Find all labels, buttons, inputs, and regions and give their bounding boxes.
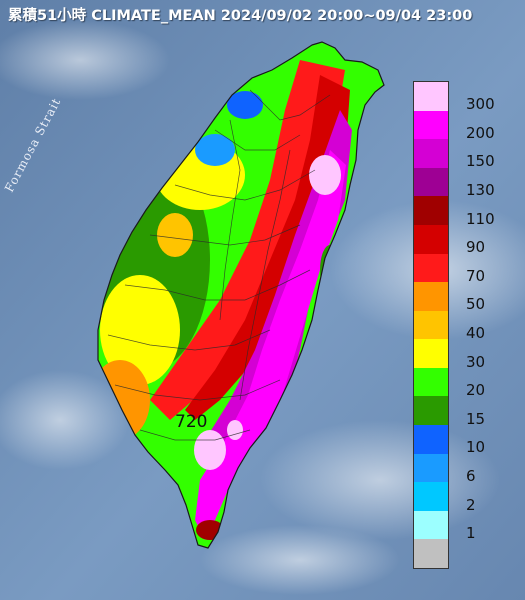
map-title: 累積51小時 CLIMATE_MEAN 2024/09/02 20:00~09/…	[8, 8, 473, 24]
max-rainfall-label: 720	[175, 412, 208, 432]
legend-swatch	[414, 167, 448, 197]
legend-tick-label: 10	[466, 438, 486, 457]
legend-tick-label: 130	[466, 181, 495, 200]
legend-swatch	[414, 282, 448, 311]
legend-tick-label: 150	[466, 152, 495, 171]
legend-swatch	[414, 453, 448, 483]
legend-tick-label: 2	[466, 495, 476, 514]
legend-swatch	[414, 82, 448, 111]
legend-tick-label: 20	[466, 381, 486, 400]
legend-swatch	[414, 139, 448, 168]
legend-swatch	[414, 510, 448, 540]
legend-tick-label: 1	[466, 524, 476, 543]
legend-tick-label: 30	[466, 352, 486, 371]
legend-tick-label: 300	[466, 95, 495, 114]
legend-swatch	[414, 425, 448, 454]
color-legend	[413, 81, 449, 569]
legend-swatch	[414, 367, 448, 397]
legend-tick-label: 6	[466, 466, 476, 485]
legend-tick-label: 15	[466, 409, 486, 428]
legend-swatch	[414, 224, 448, 254]
legend-tick-label: 110	[466, 209, 495, 228]
legend-tick-label: 40	[466, 324, 486, 342]
legend-swatch	[414, 310, 448, 340]
legend-tick-label: 70	[466, 266, 486, 285]
legend-swatch	[414, 396, 448, 426]
legend-swatch	[414, 539, 448, 568]
legend-swatch	[414, 339, 448, 368]
legend-swatch	[414, 253, 448, 283]
legend-tick-label: 90	[466, 238, 486, 257]
legend-tick-label: 200	[466, 123, 495, 142]
legend-swatch	[414, 482, 448, 511]
legend-tick-label: 50	[466, 295, 486, 314]
legend-swatch	[414, 196, 448, 225]
legend-swatch	[414, 110, 448, 140]
